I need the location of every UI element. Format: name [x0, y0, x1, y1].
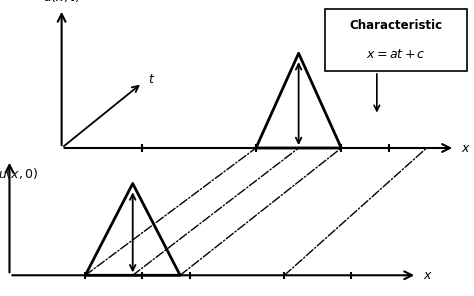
- Text: $t$: $t$: [148, 73, 155, 86]
- Text: Characteristic: Characteristic: [349, 19, 442, 32]
- Text: $u(x,t)$: $u(x,t)$: [43, 0, 80, 4]
- Text: $u(x,0)$: $u(x,0)$: [0, 166, 38, 181]
- Text: $x$: $x$: [423, 269, 433, 282]
- Text: $x=at+c$: $x=at+c$: [366, 48, 426, 61]
- Text: $x$: $x$: [461, 141, 471, 155]
- FancyBboxPatch shape: [325, 9, 467, 71]
